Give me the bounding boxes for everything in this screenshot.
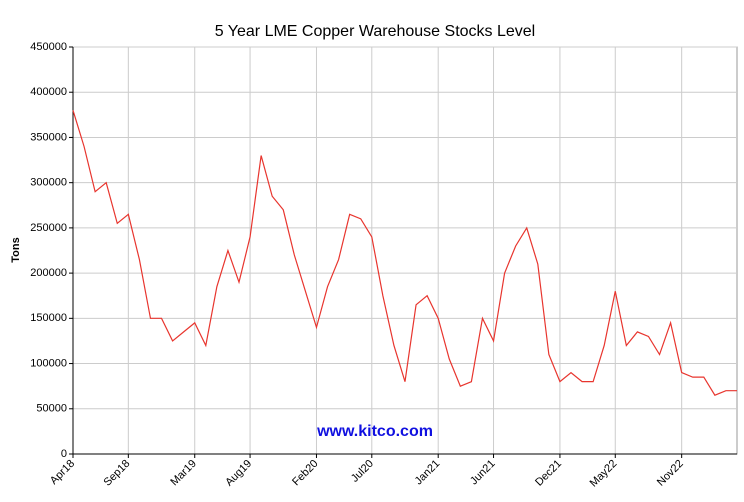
watermark: www.kitco.com [316,423,433,440]
y-axis-label: Tons [10,237,22,262]
y-tick-label: 50000 [36,403,67,415]
y-tick-label: 400000 [30,86,67,98]
x-tick-label: Apr18 [48,458,77,487]
y-tick-label: 0 [61,448,67,460]
x-tick-label: Dec21 [533,458,564,489]
x-tick-label: Aug19 [223,458,254,489]
x-tick-label: Feb20 [290,458,321,489]
x-tick-label: Jul20 [349,458,376,485]
data-line [72,110,737,396]
x-tick-label: Jan21 [413,458,443,488]
y-tick-label: 100000 [30,357,67,369]
plot-area [72,46,738,455]
x-tick-label: Jun21 [468,458,498,488]
x-tick-label: Sep18 [102,458,133,489]
y-tick-label: 150000 [30,312,67,324]
y-tick-label: 350000 [30,131,67,143]
y-tick-label: 200000 [30,267,67,279]
chart-title: 5 Year LME Copper Warehouse Stocks Level [215,23,535,40]
x-tick-label: Nov22 [655,458,686,489]
x-tick-label: Mar19 [168,458,199,489]
y-tick-label: 450000 [30,41,67,53]
y-tick-label: 250000 [30,222,67,234]
x-tick-label: May22 [588,458,620,490]
y-tick-label: 300000 [30,177,67,189]
